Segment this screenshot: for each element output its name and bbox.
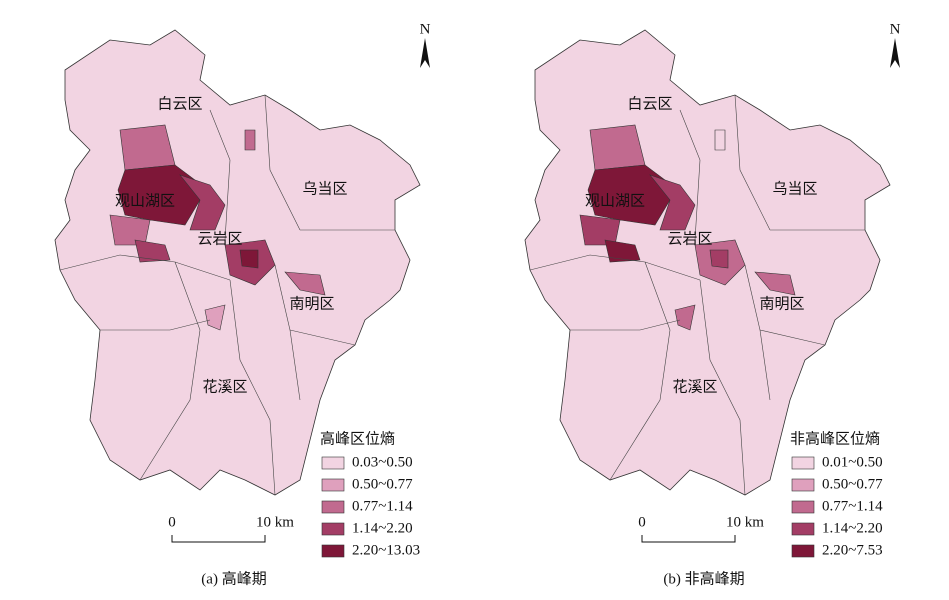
hotspot-area [589, 124, 646, 171]
boundary-line [609, 261, 671, 481]
hotspot-area [714, 129, 726, 151]
district-label: 云岩区 [667, 230, 712, 247]
legend-title: 高峰区位熵 [320, 430, 395, 447]
legend-label: 0.77~1.14 [822, 498, 883, 514]
scale-bar [641, 535, 736, 543]
boundary-line [699, 279, 746, 496]
boundary-line [229, 279, 276, 496]
scale-end: 10 km [256, 514, 294, 530]
hotspot-area [674, 304, 696, 331]
hotspot-area [244, 129, 256, 151]
boundary-line [139, 261, 201, 481]
north-arrow [890, 38, 900, 68]
hotspot-area [604, 239, 641, 263]
legend-swatch [791, 478, 815, 492]
hotspot-area [754, 271, 796, 296]
district-label: 花溪区 [202, 378, 247, 395]
district-label: 南明区 [759, 295, 804, 312]
legend-swatch [321, 478, 345, 492]
legend-label: 1.14~2.20 [822, 520, 883, 536]
scale-start: 0 [168, 514, 176, 530]
legend-swatch [791, 522, 815, 536]
boundary-line [759, 329, 826, 346]
legend-swatch [321, 544, 345, 558]
legend-swatch [321, 522, 345, 536]
hotspot-area [119, 124, 176, 171]
hotspot-area [109, 214, 151, 246]
boundary-line [289, 329, 356, 346]
legend-label: 0.01~0.50 [822, 454, 883, 470]
hotspot-area [179, 174, 226, 231]
legend-swatch [321, 456, 345, 470]
legend-swatch [791, 500, 815, 514]
hotspot-area [649, 174, 696, 231]
legend-swatch [791, 544, 815, 558]
legend-label: 1.14~2.20 [352, 520, 413, 536]
district-label: 观山湖区 [585, 192, 645, 209]
boundary-line [264, 94, 301, 231]
north-label: N [420, 21, 431, 37]
district-label: 乌当区 [772, 180, 817, 197]
scale-end: 10 km [726, 514, 764, 530]
district-label: 观山湖区 [115, 192, 175, 209]
legend-swatch [321, 500, 345, 514]
caption: (a) 高峰期 [201, 570, 266, 587]
hotspot-area [284, 271, 326, 296]
boundary-line [59, 254, 231, 281]
district-label: 白云区 [157, 95, 202, 112]
hotspot-area [709, 249, 729, 269]
hotspot-area [587, 164, 671, 226]
district-label: 花溪区 [672, 378, 717, 395]
legend-label: 0.03~0.50 [352, 454, 413, 470]
scale-bar [171, 535, 266, 543]
legend-label: 2.20~7.53 [822, 542, 883, 558]
caption: (b) 非高峰期 [663, 570, 744, 587]
legend-swatch [791, 456, 815, 470]
legend-title: 非高峰区位熵 [790, 430, 880, 447]
north-label: N [890, 21, 901, 37]
hotspot-area [204, 304, 226, 331]
boundary-line [679, 109, 701, 241]
legend-label: 2.20~13.03 [352, 542, 420, 558]
legend-label: 0.77~1.14 [352, 498, 413, 514]
legend-label: 0.50~0.77 [352, 476, 413, 492]
hotspot-area [239, 249, 259, 269]
boundary-line [529, 254, 701, 281]
district-label: 白云区 [627, 95, 672, 112]
boundary-line [100, 319, 211, 331]
boundary-line [734, 94, 771, 231]
district-label: 云岩区 [197, 230, 242, 247]
boundary-line [570, 319, 681, 331]
district-label: 乌当区 [302, 180, 347, 197]
hotspot-area [134, 239, 171, 263]
hotspot-area [117, 164, 201, 226]
scale-start: 0 [638, 514, 646, 530]
legend-label: 0.50~0.77 [822, 476, 883, 492]
district-label: 南明区 [289, 295, 334, 312]
boundary-line [209, 109, 231, 241]
hotspot-area [579, 214, 621, 246]
north-arrow [420, 38, 430, 68]
